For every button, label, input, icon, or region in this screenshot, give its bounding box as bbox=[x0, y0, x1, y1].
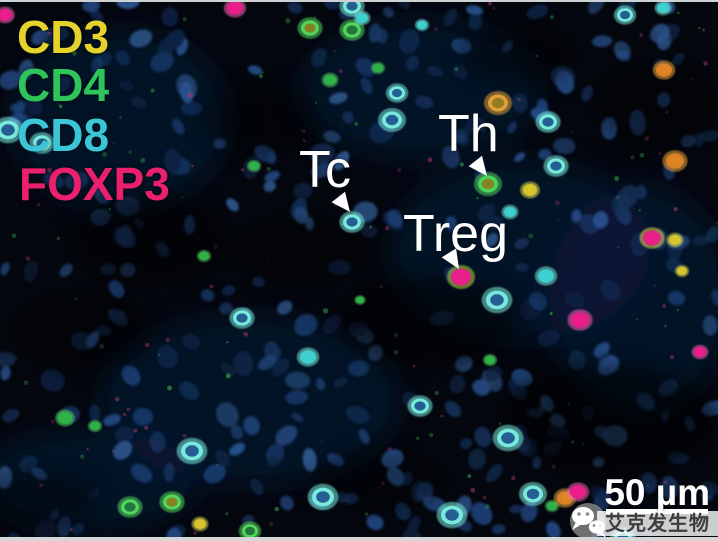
tc-cell bbox=[339, 211, 365, 233]
watermark-bar: 艾克发生物 bbox=[597, 511, 718, 536]
th-cell bbox=[474, 172, 502, 196]
arrowhead-treg bbox=[441, 248, 459, 269]
arrowhead-th bbox=[468, 155, 487, 176]
annotation-tc: Tc bbox=[299, 141, 351, 199]
scale-bar-label: 50 µm bbox=[604, 472, 710, 513]
marker-label-cd3: CD3 bbox=[17, 11, 110, 63]
bottom-border bbox=[0, 537, 718, 541]
annotation-treg: Treg bbox=[403, 205, 508, 263]
treg-cell bbox=[447, 265, 475, 289]
marker-label-foxp3: FOXP3 bbox=[19, 158, 170, 210]
top-border bbox=[0, 0, 718, 2]
arrowhead-tc bbox=[331, 191, 350, 212]
marker-label-cd8: CD8 bbox=[17, 109, 110, 161]
marker-label-cd4: CD4 bbox=[17, 59, 110, 111]
annotation-th: Th bbox=[438, 105, 499, 163]
watermark-text: 艾克发生物 bbox=[605, 512, 710, 535]
